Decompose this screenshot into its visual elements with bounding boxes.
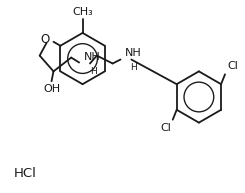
Text: OH: OH (43, 84, 60, 94)
Text: O: O (40, 33, 49, 46)
Text: NH: NH (84, 52, 101, 62)
Text: Cl: Cl (160, 123, 171, 133)
Text: NH: NH (124, 47, 141, 58)
Text: HCl: HCl (13, 167, 37, 180)
Text: Cl: Cl (227, 61, 238, 71)
Text: CH₃: CH₃ (72, 7, 93, 17)
Text: H: H (90, 67, 97, 76)
Text: H: H (130, 63, 137, 73)
